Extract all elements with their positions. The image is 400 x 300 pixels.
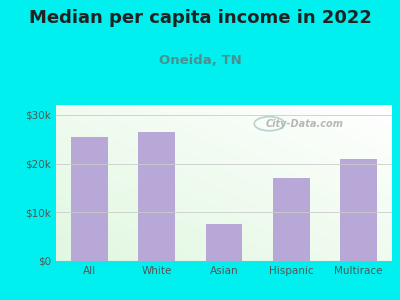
Text: City-Data.com: City-Data.com [266,119,344,129]
Text: Median per capita income in 2022: Median per capita income in 2022 [28,9,372,27]
Bar [273,178,310,261]
Bar [206,224,242,261]
Bar [340,159,377,261]
Bar [71,137,108,261]
Text: Oneida, TN: Oneida, TN [159,54,241,67]
Bar [138,132,175,261]
